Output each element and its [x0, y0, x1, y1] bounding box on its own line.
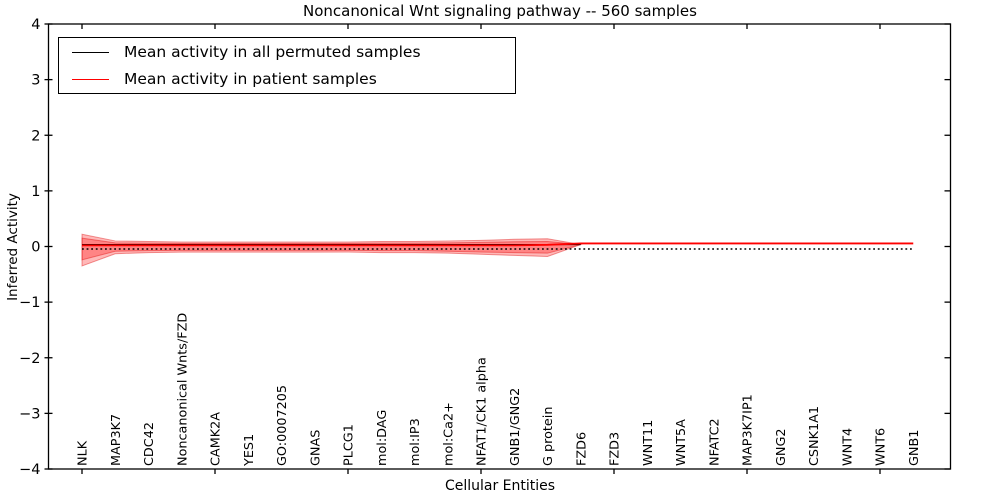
y-tick-label: −4 [19, 462, 40, 478]
permuted-line-icon [72, 51, 109, 53]
category-label: GNB1/GNG2 [508, 388, 523, 466]
category-label: mol:DAG [375, 410, 390, 466]
category-label: NFATC2 [707, 418, 722, 466]
category-label: YES1 [242, 434, 257, 467]
category-label: WNT5A [674, 419, 689, 466]
category-label: FZD6 [574, 432, 589, 466]
category-label: mol:IP3 [408, 418, 423, 466]
y-tick-label: 3 [31, 73, 40, 89]
legend-label-patient: Mean activity in patient samples [124, 70, 377, 88]
category-label: WNT4 [840, 428, 855, 466]
patient-line-icon [72, 78, 109, 80]
std-band-outer [81, 233, 583, 267]
legend: Mean activity in all permuted samples Me… [58, 37, 516, 94]
y-tick-label: −3 [19, 406, 40, 422]
category-label: WNT6 [874, 428, 889, 466]
y-tick-label: −1 [19, 295, 40, 311]
legend-label-permuted: Mean activity in all permuted samples [124, 43, 421, 61]
y-tick-label: 2 [31, 128, 40, 144]
category-label: CSNK1A1 [807, 406, 822, 466]
category-label: G protein [541, 407, 556, 466]
category-label: NFAT1/CK1 alpha [475, 357, 490, 466]
category-label: GNB1 [907, 430, 922, 466]
category-label: MAP3K7IP1 [741, 394, 756, 466]
category-label: PLCG1 [342, 424, 357, 466]
category-label: mol:Ca2+ [441, 402, 456, 466]
y-tick-label: −2 [19, 351, 40, 367]
category-label: CDC42 [142, 422, 157, 466]
category-label: NLK [76, 440, 91, 466]
chart-title: Noncanonical Wnt signaling pathway -- 56… [303, 2, 697, 20]
category-label: FZD3 [608, 432, 623, 466]
category-label: CAMK2A [209, 412, 224, 466]
y-tick-label: 1 [31, 184, 40, 200]
patient-mean-line [82, 242, 914, 247]
category-label: MAP3K7 [109, 414, 124, 466]
y-axis-title: Inferred Activity [5, 193, 21, 301]
x-axis-title: Cellular Entities [444, 478, 556, 494]
category-label: GO:0007205 [275, 385, 290, 466]
legend-entry-permuted: Mean activity in all permuted samples [59, 39, 515, 65]
category-label: GNG2 [774, 428, 789, 466]
legend-entry-patient: Mean activity in patient samples [59, 66, 515, 92]
y-tick-label: 4 [31, 17, 40, 33]
y-tick-label: 0 [31, 240, 40, 256]
category-label: Noncanonical Wnts/FZD [175, 313, 190, 466]
category-label: WNT11 [641, 420, 656, 466]
category-label: GNAS [308, 430, 323, 466]
